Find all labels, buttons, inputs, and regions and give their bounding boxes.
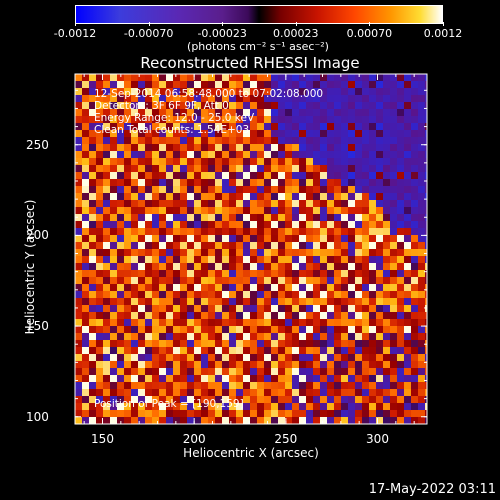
annotation-peak: Position of Peak = [190,159] bbox=[94, 398, 244, 410]
colorbar-tick-label: 0.00070 bbox=[346, 27, 393, 40]
x-tick-label: 200 bbox=[182, 432, 206, 446]
x-tick-label: 150 bbox=[91, 432, 114, 446]
heatmap-cells bbox=[75, 74, 427, 424]
annotation-clean: Clean Total counts: 1.54E+03 bbox=[94, 124, 250, 136]
colorbar-tick bbox=[75, 22, 76, 26]
y-tick-label: 150 bbox=[26, 319, 49, 334]
plot-frame bbox=[74, 73, 428, 425]
colorbar bbox=[75, 5, 443, 24]
colorbar-tick bbox=[369, 22, 371, 26]
annotation-time: 12-Sep-2014 06:58:48.000 to 07:02:08.000 bbox=[94, 88, 324, 100]
y-tick-label: 100 bbox=[26, 409, 49, 424]
x-axis-label: Heliocentric X (arcsec) bbox=[183, 446, 319, 460]
colorbar-tick-label: -0.00070 bbox=[123, 27, 174, 40]
y-axis-label: Heliocentric Y (arcsec) bbox=[23, 199, 37, 335]
colorbar-tick bbox=[148, 22, 150, 26]
colorbar-tick bbox=[443, 22, 444, 26]
annotation-energy: Energy Range: 12.0 - 25.0 keV bbox=[94, 112, 255, 124]
colorbar-units: (photons cm⁻² s⁻¹ asec⁻²) bbox=[187, 40, 329, 53]
x-tick-label: 250 bbox=[274, 432, 298, 446]
y-tick-label: 200 bbox=[26, 228, 49, 243]
x-tick-label: 300 bbox=[366, 432, 389, 446]
colorbar-tick bbox=[222, 22, 224, 26]
colorbar-tick-label: 0.00023 bbox=[273, 27, 319, 40]
colorbar-tick-label: 0.0012 bbox=[423, 27, 463, 40]
annotation-detectors: Detectors: 3F 6F 9F, Att 0 bbox=[94, 100, 229, 112]
colorbar-tick bbox=[295, 22, 297, 26]
chart-title: Reconstructed RHESSI Image bbox=[140, 54, 360, 72]
colorbar-tick-label: -0.0012 bbox=[53, 27, 97, 40]
footer-timestamp: 17-May-2022 03:11 bbox=[368, 482, 496, 497]
colorbar-tick-label: -0.00023 bbox=[197, 27, 247, 40]
y-tick-label: 250 bbox=[26, 137, 49, 152]
